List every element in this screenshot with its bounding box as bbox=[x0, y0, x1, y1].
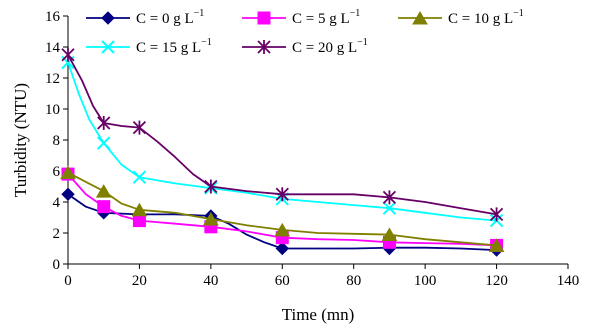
series-4 bbox=[61, 47, 504, 222]
legend-marker bbox=[101, 40, 115, 54]
y-tick-label: 6 bbox=[53, 164, 61, 180]
legend-superscript: −1 bbox=[201, 37, 212, 48]
data-point bbox=[275, 187, 289, 202]
x-tick-label: 40 bbox=[203, 273, 218, 289]
legend-label: C = 20 g L−1 bbox=[292, 37, 368, 56]
x-tick-label: 0 bbox=[64, 273, 72, 289]
axes: 0 20 40 60 80 100 120 140 0 2 4 6 8 10 12 14 16 bbox=[45, 9, 579, 289]
data-point bbox=[382, 201, 397, 215]
data-point bbox=[132, 214, 146, 228]
data-point bbox=[132, 170, 147, 184]
y-tick-label: 10 bbox=[45, 102, 60, 118]
data-point bbox=[204, 179, 218, 194]
data-point bbox=[274, 222, 291, 237]
x-tick-label: 80 bbox=[346, 273, 361, 289]
data-point bbox=[131, 202, 148, 217]
y-tick-label: 8 bbox=[53, 133, 61, 149]
legend-entry: C = 20 g L−1 bbox=[242, 37, 368, 56]
x-tick-label: 120 bbox=[485, 273, 508, 289]
series-2 bbox=[60, 165, 505, 252]
legend-label: C = 0 g L−1 bbox=[136, 8, 204, 27]
legend-marker bbox=[257, 40, 271, 54]
data-point bbox=[488, 238, 505, 252]
legend-label: C = 15 g L−1 bbox=[136, 37, 212, 56]
y-tick-label: 16 bbox=[45, 9, 61, 25]
legend-superscript: −1 bbox=[357, 37, 368, 48]
legend-entry: C = 0 g L−1 bbox=[86, 8, 204, 27]
data-point bbox=[61, 47, 75, 62]
x-tick-label: 20 bbox=[132, 273, 147, 289]
legend-label: C = 10 g L−1 bbox=[448, 8, 524, 27]
data-point bbox=[97, 200, 111, 214]
data-point bbox=[275, 241, 289, 256]
legend-superscript: −1 bbox=[350, 8, 361, 19]
y-tick-label: 0 bbox=[53, 257, 61, 273]
data-point bbox=[489, 207, 504, 222]
x-tick-label: 140 bbox=[557, 273, 580, 289]
data-point bbox=[381, 227, 398, 242]
y-tick-label: 12 bbox=[45, 71, 60, 87]
legend-entry: C = 15 g L−1 bbox=[86, 37, 212, 56]
series-layer bbox=[60, 47, 505, 257]
legend: C = 0 g L−1 C = 5 g L−1 C = 10 g L−1 C = 15… bbox=[86, 8, 524, 56]
legend-superscript: −1 bbox=[194, 8, 205, 19]
series-line bbox=[67, 62, 497, 222]
legend-entry: C = 10 g L−1 bbox=[398, 8, 524, 27]
legend-marker bbox=[101, 11, 115, 25]
data-point bbox=[132, 120, 147, 135]
data-point bbox=[60, 165, 76, 180]
series-1 bbox=[61, 167, 504, 252]
y-tick-label: 14 bbox=[45, 40, 61, 56]
x-tick-label: 60 bbox=[275, 273, 290, 289]
y-tick-label: 4 bbox=[53, 195, 61, 211]
legend-marker bbox=[412, 11, 428, 25]
legend-label: C = 5 g L−1 bbox=[292, 8, 360, 27]
data-point bbox=[97, 115, 111, 130]
data-point bbox=[382, 190, 397, 205]
x-axis-title: Time (mn) bbox=[282, 305, 355, 324]
y-axis-title: Turbidity (NTU) bbox=[11, 83, 30, 197]
legend-entry: C = 5 g L−1 bbox=[242, 8, 360, 27]
y-tick-label: 2 bbox=[53, 226, 61, 242]
legend-superscript: −1 bbox=[513, 8, 524, 19]
data-point bbox=[202, 212, 219, 226]
data-point bbox=[95, 184, 112, 198]
data-point bbox=[61, 187, 75, 201]
legend-marker bbox=[257, 11, 271, 25]
data-point bbox=[97, 136, 111, 150]
x-tick-label: 100 bbox=[414, 273, 437, 289]
